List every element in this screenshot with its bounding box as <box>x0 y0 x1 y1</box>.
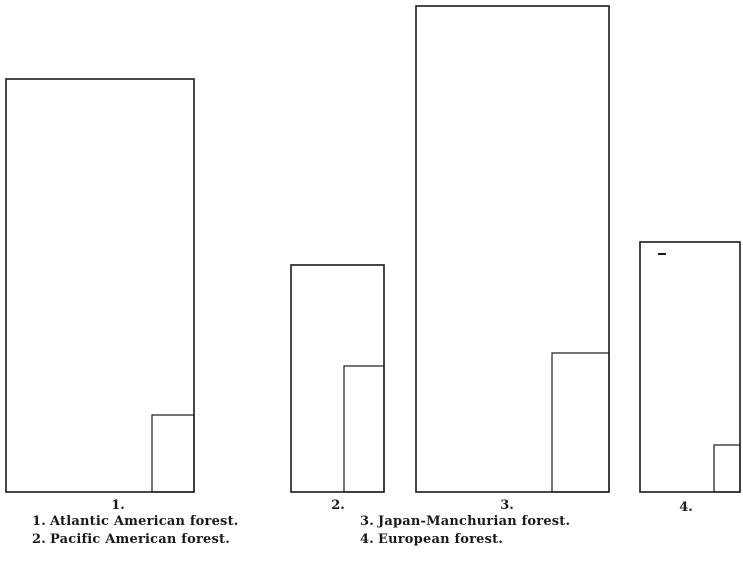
figure-2-outer-rect <box>290 264 385 493</box>
figure-1-inner-rect <box>151 414 195 493</box>
legend-item-3-number: 3. <box>360 514 374 529</box>
figure-2-label: 2. <box>331 498 345 513</box>
figure-1-label: 1. <box>111 498 125 513</box>
figure-3-outer-rect <box>415 5 610 493</box>
figure-3-inner-rect <box>551 352 610 493</box>
figure-1-outer-rect <box>5 78 195 493</box>
figure-3: 3. <box>415 5 610 513</box>
legend-item-1-text: Atlantic American forest. <box>50 514 239 529</box>
legend-item-4: 4. European forest. <box>360 532 503 548</box>
figure-4: 4. <box>639 241 741 515</box>
legend-item-2: 2. Pacific American forest. <box>32 532 230 548</box>
figure-3-label: 3. <box>500 498 514 513</box>
legend-item-4-text: European forest. <box>378 532 504 547</box>
legend-item-1: 1. Atlantic American forest. <box>32 514 239 530</box>
legend-item-4-number: 4. <box>360 532 374 547</box>
figure-2: 2. <box>290 264 385 513</box>
figure-4-label: 4. <box>679 500 693 515</box>
figure-4-outer-rect <box>639 241 741 493</box>
figure-4-inner-rect <box>713 444 741 493</box>
figure-2-inner-rect <box>343 365 385 493</box>
legend-item-2-number: 2. <box>32 532 46 547</box>
legend-item-3: 3. Japan-Manchurian forest. <box>360 514 570 530</box>
legend-item-2-text: Pacific American forest. <box>50 532 230 547</box>
figure-1: 1. <box>5 78 195 513</box>
legend-item-3-text: Japan-Manchurian forest. <box>378 514 571 529</box>
legend-item-1-number: 1. <box>32 514 46 529</box>
